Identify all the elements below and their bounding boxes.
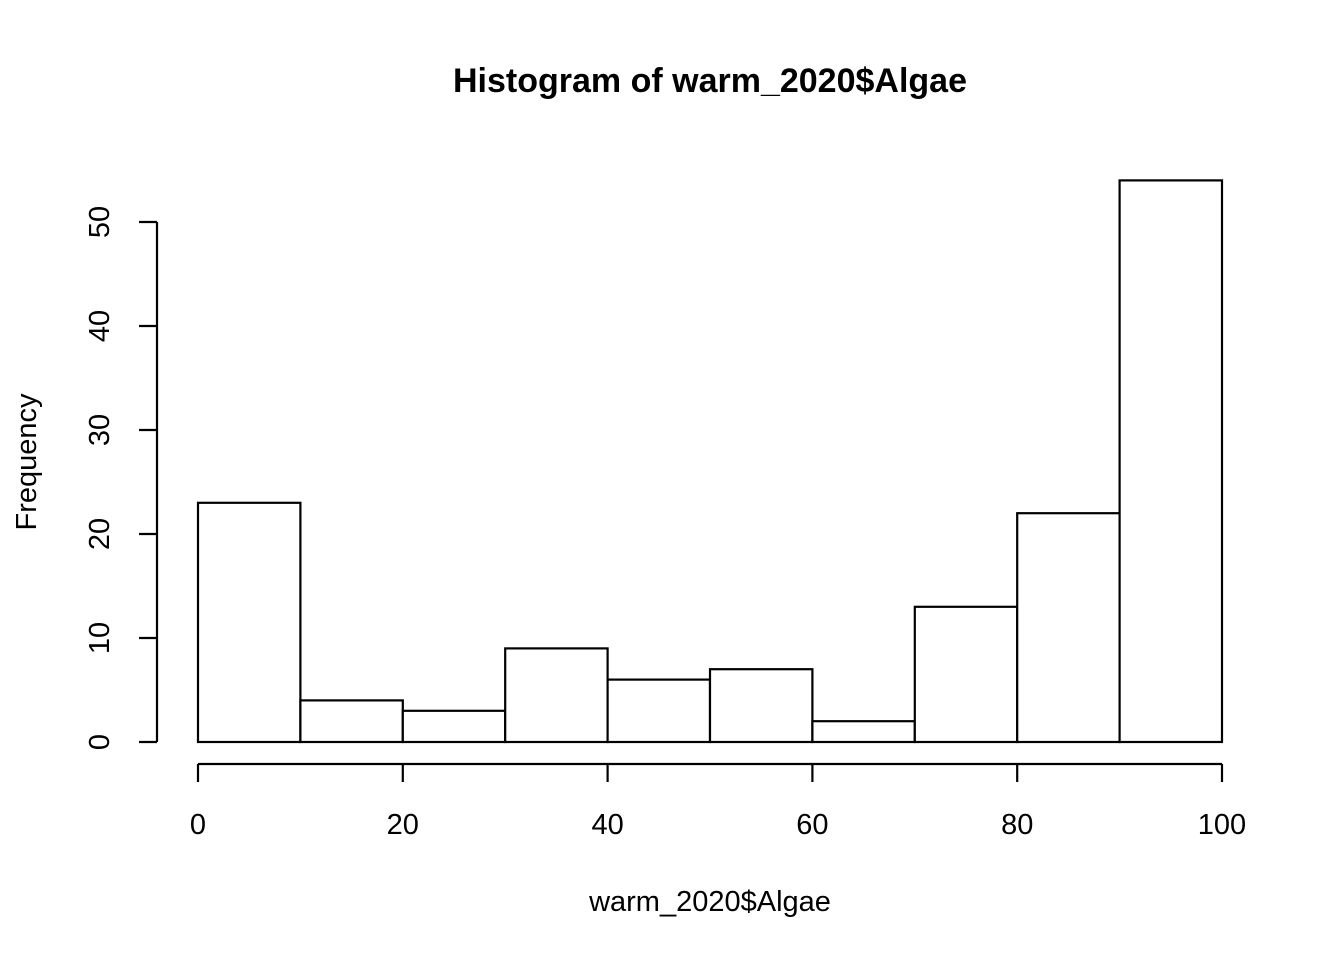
x-tick-label: 0: [190, 809, 206, 841]
chart-title: Histogram of warm_2020$Algae: [453, 62, 967, 100]
y-tick-label: 0: [84, 734, 116, 750]
x-tick-label: 100: [1198, 809, 1246, 841]
histogram-bar: [606, 678, 712, 744]
bars-group: [196, 179, 1224, 744]
y-axis-label: Frequency: [11, 393, 43, 531]
y-tick-label: 30: [84, 414, 116, 446]
histogram-bar: [196, 501, 302, 744]
histogram-bar: [401, 709, 507, 744]
histogram-bar: [913, 605, 1019, 744]
x-axis: 0 20 40 60 80 100: [190, 762, 1246, 841]
y-axis: 0 10 20 30 40 50: [84, 206, 159, 750]
histogram-bar: [299, 699, 404, 744]
y-tick-label: 20: [84, 518, 116, 550]
histogram-bar: [1118, 179, 1224, 744]
x-axis-label: warm_2020$Algae: [588, 886, 831, 918]
histogram-bar: [1016, 512, 1121, 744]
y-tick-label: 50: [84, 206, 116, 238]
x-tick-label: 60: [796, 809, 828, 841]
x-tick-label: 80: [1001, 809, 1033, 841]
x-tick-label: 40: [591, 809, 623, 841]
histogram-bar: [811, 720, 916, 744]
y-tick-label: 40: [84, 310, 116, 342]
y-tick-label: 10: [84, 622, 116, 654]
histogram-bar: [708, 668, 814, 744]
histogram-bar: [504, 647, 609, 744]
x-tick-label: 20: [387, 809, 419, 841]
